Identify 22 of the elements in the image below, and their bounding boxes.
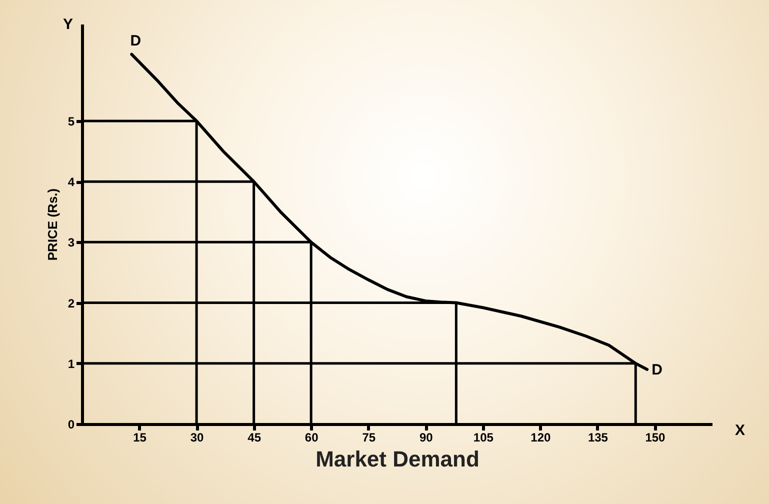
y-tick-label: 0 [68,418,75,432]
y-axis-title: PRICE (Rs.) [44,188,60,261]
x-tick-label: 135 [588,430,608,444]
x-axis-title: Market Demand [316,446,480,472]
x-tick-label: 90 [419,430,434,444]
x-tick-label: 30 [190,430,204,444]
y-tick-label: 1 [68,356,75,371]
x-tick-label: 45 [248,430,262,444]
y-tick-label: 3 [68,236,75,250]
annotation: D [652,361,663,378]
y-tick-label: 2 [68,296,75,310]
text: X [734,422,746,439]
x-tick-label: 105 [473,430,494,444]
x-tick-label: 15 [133,430,147,444]
x-tick-label: 150 [645,430,666,444]
y-tick-label: 4 [68,175,75,190]
text: Y [62,16,74,33]
x-tick-label: 75 [362,430,376,444]
x-tick-label: 60 [304,430,319,444]
x-tick-label: 120 [530,430,552,444]
annotation: D [130,32,142,50]
y-tick-label: 5 [68,114,75,128]
